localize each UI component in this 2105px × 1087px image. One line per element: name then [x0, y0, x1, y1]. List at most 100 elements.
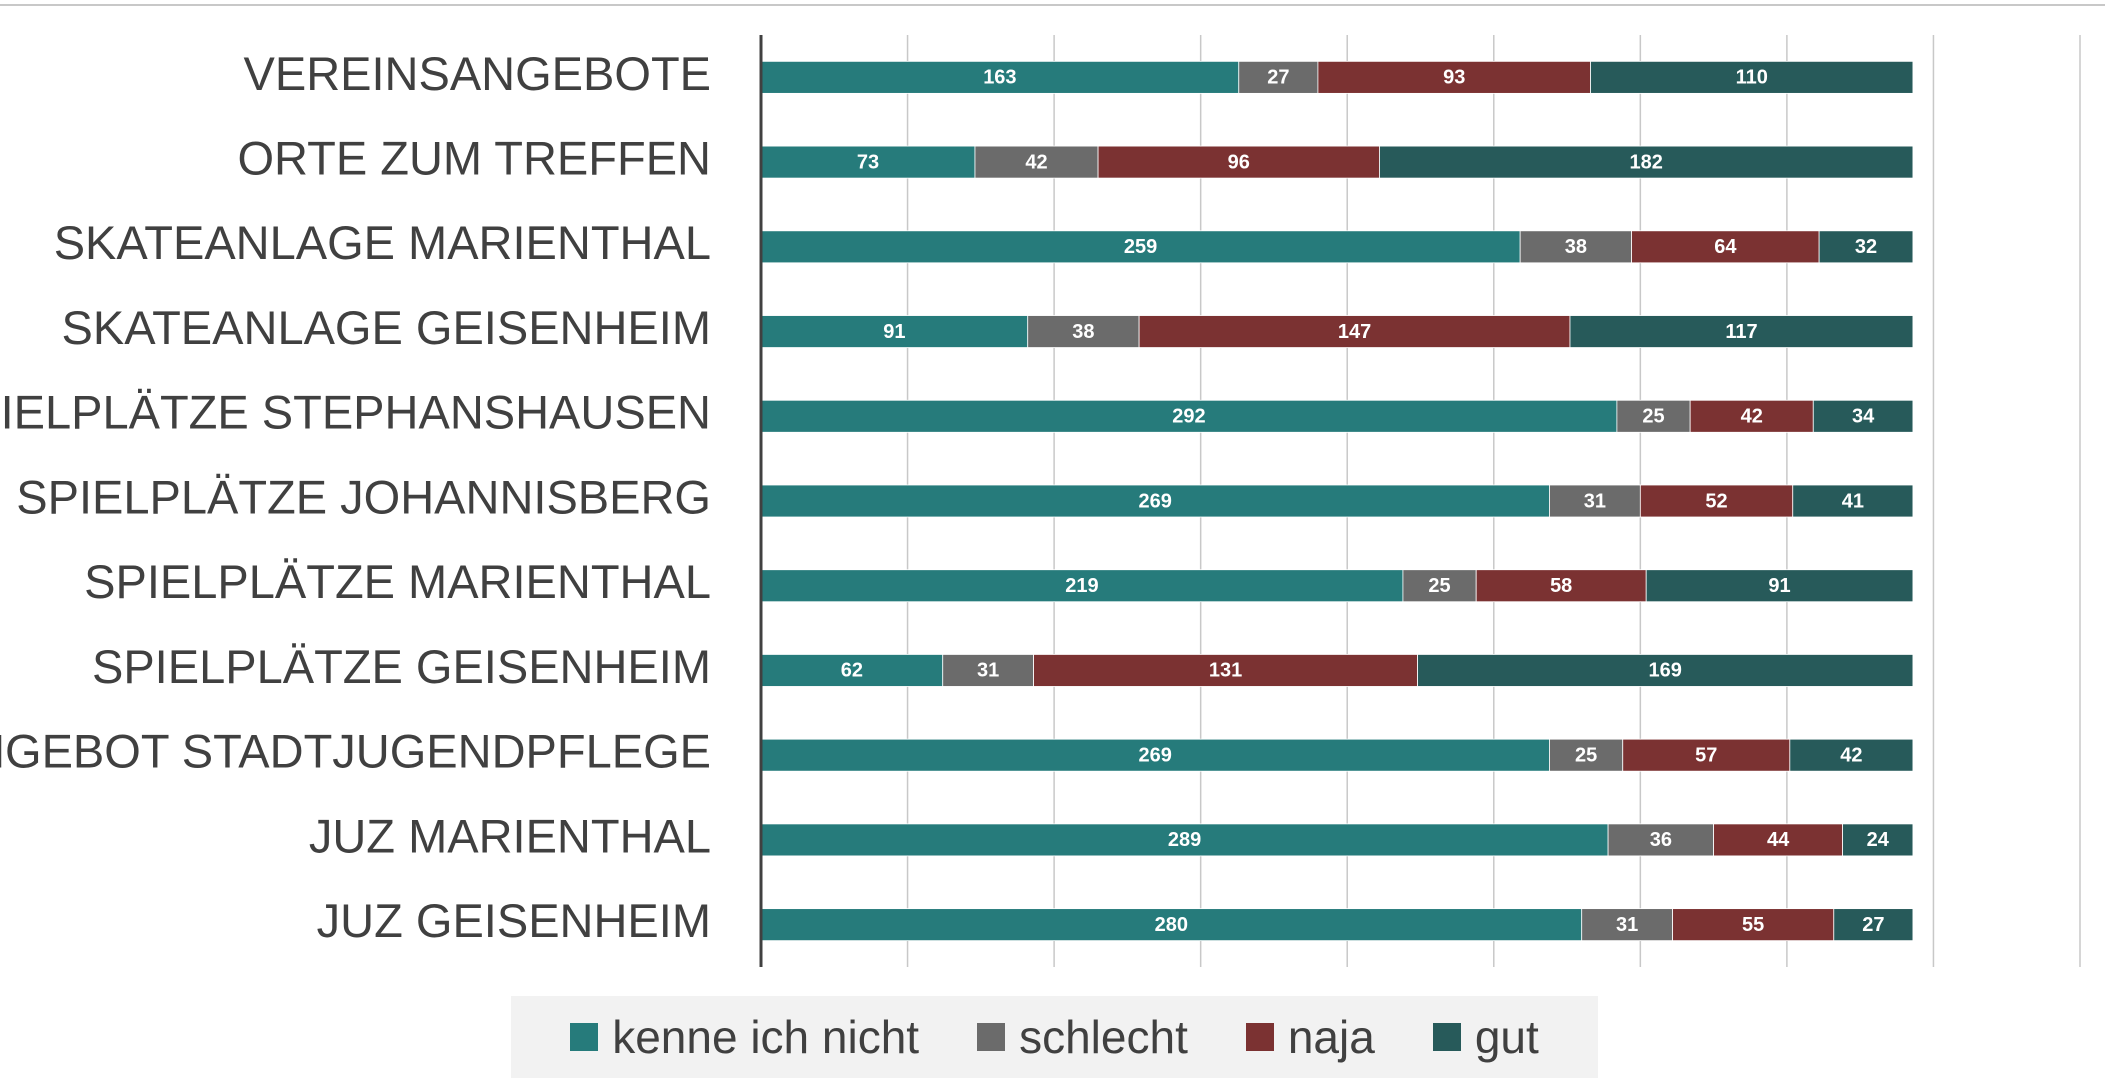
- value-label: 36: [1650, 829, 1672, 851]
- bar-segment: [760, 484, 1550, 518]
- bar-segment: [760, 569, 1404, 603]
- legend-label: kenne ich nicht: [612, 1011, 920, 1063]
- value-label: 55: [1742, 914, 1764, 936]
- value-label: 110: [1736, 67, 1768, 89]
- bar-segment: [1622, 738, 1791, 772]
- bar-segment: [1639, 484, 1794, 518]
- category-label: JUZ MARIENTHAL: [309, 809, 711, 862]
- bar-segment: [1818, 230, 1914, 264]
- value-label: 58: [1550, 575, 1572, 597]
- value-label: 269: [1139, 490, 1172, 512]
- value-label: 131: [1209, 660, 1242, 682]
- value-label: 27: [1267, 67, 1289, 89]
- bar-segment: [1789, 738, 1914, 772]
- legend-label: gut: [1474, 1011, 1539, 1063]
- category-label: ANGEBOT STADTJUGENDPFLEGE: [0, 725, 711, 778]
- bar-segment: [1519, 230, 1632, 264]
- bar-segment: [760, 399, 1618, 433]
- value-label: 96: [1228, 151, 1250, 173]
- value-label: 93: [1443, 67, 1465, 89]
- legend-item: schlecht: [977, 1010, 1188, 1064]
- value-label: 38: [1565, 236, 1587, 258]
- value-label: 25: [1642, 406, 1664, 428]
- value-label: 62: [841, 660, 863, 682]
- bar-segment: [1833, 908, 1914, 942]
- bar-segment: [1672, 908, 1835, 942]
- value-label: 259: [1124, 236, 1157, 258]
- bar-segment: [1792, 484, 1914, 518]
- bar-segment: [760, 315, 1029, 348]
- legend: kenne ich nicht schlecht naja gut: [511, 996, 1598, 1078]
- value-label: 163: [983, 67, 1016, 89]
- value-label: 91: [883, 321, 905, 343]
- value-label: 25: [1428, 575, 1450, 597]
- legend-label: naja: [1287, 1011, 1375, 1063]
- legend-item: gut: [1432, 1010, 1539, 1064]
- legend-swatch: [1432, 1023, 1461, 1051]
- value-label: 44: [1767, 829, 1790, 851]
- value-label: 24: [1867, 829, 1890, 851]
- bar-segment: [1616, 399, 1691, 433]
- value-label: 147: [1338, 321, 1371, 343]
- category-label: VEREINSANGEBOTE: [244, 47, 712, 100]
- bar-segment: [1402, 569, 1477, 603]
- bar-segment: [1689, 399, 1814, 433]
- category-label: SKATEANLAGE MARIENTHAL: [54, 216, 711, 269]
- bar-segment: [1590, 60, 1914, 94]
- value-label: 42: [1741, 406, 1763, 428]
- bar-segment: [1317, 60, 1591, 94]
- value-label: 169: [1649, 660, 1682, 682]
- value-label: 280: [1155, 914, 1188, 936]
- value-label: 182: [1630, 151, 1663, 173]
- legend-item: naja: [1245, 1010, 1375, 1064]
- bar-segment: [1379, 145, 1914, 179]
- bar-segment: [1475, 569, 1647, 603]
- category-label: SPIELPLÄTZE STEPHANSHAUSEN: [0, 386, 711, 439]
- legend-label: schlecht: [1019, 1011, 1188, 1063]
- value-label: 38: [1072, 321, 1094, 343]
- value-label: 31: [1584, 490, 1606, 512]
- value-label: 27: [1862, 914, 1884, 936]
- value-label: 219: [1065, 575, 1098, 597]
- bar-segment: [974, 145, 1099, 179]
- chart: VEREINSANGEBOTE 163 27 93 110 ORTE ZUM TREFFE…: [0, 4, 2105, 967]
- category-label: SPIELPLÄTZE JOHANNISBERG: [16, 470, 711, 523]
- bar-segment: [942, 654, 1034, 687]
- bar-segment: [1138, 315, 1571, 348]
- bar-segment: [760, 654, 944, 687]
- bar-segment: [1713, 823, 1843, 857]
- bar-segment: [1842, 823, 1914, 857]
- value-label: 42: [1025, 151, 1047, 173]
- value-label: 91: [1768, 575, 1790, 597]
- legend-swatch: [1245, 1023, 1274, 1051]
- value-label: 64: [1714, 236, 1737, 258]
- value-label: 31: [977, 660, 999, 682]
- bar-segment: [1027, 315, 1140, 348]
- legend-item: kenne ich nicht: [570, 1010, 919, 1064]
- category-label: SPIELPLÄTZE MARIENTHAL: [84, 555, 711, 608]
- value-label: 31: [1616, 914, 1638, 936]
- value-label: 292: [1172, 406, 1205, 428]
- bar-segment: [1097, 145, 1380, 179]
- legend-swatch: [570, 1023, 599, 1051]
- value-label: 73: [857, 151, 879, 173]
- value-label: 32: [1855, 236, 1877, 258]
- bar-segment: [1417, 654, 1914, 687]
- value-label: 117: [1725, 321, 1757, 343]
- bar-segment: [1812, 399, 1914, 433]
- category-label: ORTE ZUM TREFFEN: [238, 132, 712, 185]
- value-label: 42: [1840, 744, 1862, 766]
- value-label: 269: [1139, 744, 1172, 766]
- value-label: 34: [1852, 406, 1875, 428]
- bar-segment: [760, 738, 1550, 772]
- legend-swatch: [977, 1023, 1006, 1051]
- bar-segment: [1238, 60, 1319, 94]
- bar-segment: [760, 230, 1521, 264]
- bar-segment: [1645, 569, 1914, 603]
- category-label: SPIELPLÄTZE GEISENHEIM: [92, 640, 711, 693]
- value-label: 41: [1842, 490, 1864, 512]
- category-label: JUZ GEISENHEIM: [317, 894, 711, 947]
- bar-segment: [1631, 230, 1820, 264]
- value-label: 57: [1695, 744, 1717, 766]
